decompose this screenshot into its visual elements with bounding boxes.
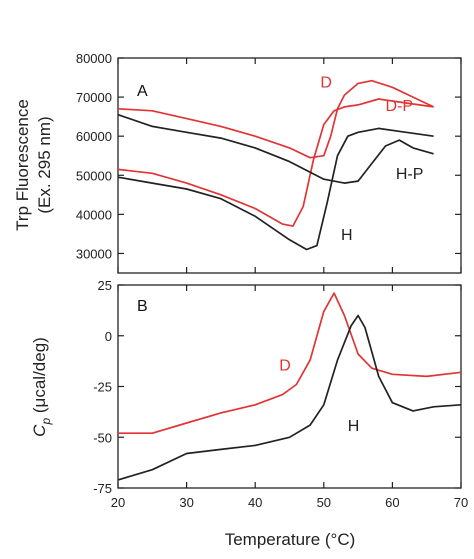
panel-a-series-d-p-label: D-P (386, 98, 414, 115)
xtick-label: 30 (179, 495, 193, 510)
xtick-label: 40 (248, 495, 262, 510)
panel-a-ylabel-line2: (Ex. 295 nm) (35, 116, 54, 213)
panel-a-series-h-p-label: H-P (396, 166, 424, 183)
panel-a-ytick-label: 80000 (76, 51, 112, 66)
panel-b-ylabel-rest: (μcal/deg) (30, 337, 49, 418)
panel-a-series-d-label: D (320, 74, 332, 91)
panel-b-ylabel: Cp (μcal/deg) (30, 337, 53, 437)
panel-b-ytick-label: -50 (93, 430, 112, 445)
panel-b-ylabel-sub: p (39, 418, 53, 426)
xtick-label: 50 (317, 495, 331, 510)
panel-a-ytick-label: 30000 (76, 246, 112, 261)
xtick-label: 20 (111, 495, 125, 510)
panel-a-frame (117, 57, 462, 274)
panel-a-ytick-label: 70000 (76, 90, 112, 105)
panel-b-series-d-label: D (279, 357, 291, 374)
panel-b-y-ticks: -75 -50 -25 0 25 (93, 278, 461, 496)
panel-a-ylabel-line1: Trp Fluorescence (13, 99, 32, 231)
panel-a-series-d-line (117, 79, 434, 159)
panel-a-y-ticks: 30000 40000 50000 60000 70000 80000 (76, 51, 461, 261)
x-axis-label: Temperature (°C) (225, 530, 356, 549)
panel-a-ytick-label: 40000 (76, 207, 112, 222)
panel-b-x-ticks: 20 30 40 50 60 70 (111, 58, 468, 510)
panel-a-series-h-label: H (341, 227, 353, 244)
panel-b-ylabel-main: C (30, 424, 49, 437)
panel-b-ytick-label: -75 (93, 481, 112, 496)
panel-b-series-h-label: H (348, 418, 360, 435)
panel-b-ytick-label: 0 (105, 329, 112, 344)
panel-a-series-h-line (117, 127, 434, 251)
panel-b-label: B (137, 298, 148, 315)
panel-b-series-h-line (117, 314, 462, 481)
xtick-label: 60 (385, 495, 399, 510)
panel-a-label: A (137, 83, 148, 100)
panel-a-series-d-p-line (117, 98, 434, 227)
panel-b-series-d-line (118, 292, 462, 435)
panel-a-series-h-p-line (117, 113, 434, 184)
xtick-label: 70 (454, 495, 468, 510)
panel-b-ytick-label: -25 (93, 380, 112, 395)
panel-a-ytick-label: 60000 (76, 129, 112, 144)
panel-a-ytick-label: 50000 (76, 168, 112, 183)
panel-b-ytick-label: 25 (98, 278, 112, 293)
panel-b-frame (117, 284, 462, 489)
panel-a-curves: D D-P H-P H (117, 74, 434, 251)
panel-b-curves: DH (117, 292, 462, 481)
